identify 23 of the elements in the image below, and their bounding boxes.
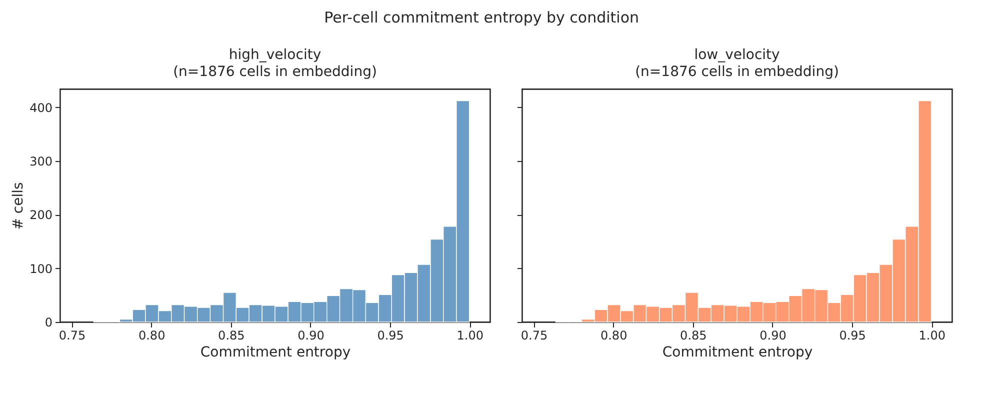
x-tick-label: 0.85 bbox=[680, 328, 707, 342]
y-tick-label: 0 bbox=[44, 316, 52, 330]
x-axis-title: Commitment entropy bbox=[200, 344, 351, 360]
x-tick-label: 0.85 bbox=[218, 328, 245, 342]
x-tick-label: 0.80 bbox=[138, 328, 166, 342]
x-tick-label: 0.95 bbox=[377, 328, 404, 342]
x-tick-label: 0.80 bbox=[600, 328, 628, 342]
x-tick-label: 0.75 bbox=[520, 328, 548, 342]
chart-title: low_velocity (n=1876 cells in embedding) bbox=[635, 47, 839, 80]
x-tick-label: 0.90 bbox=[760, 328, 786, 342]
x-tick-label: 1.00 bbox=[918, 328, 946, 342]
y-tick-label: 100 bbox=[30, 262, 52, 276]
y-tick-label: 200 bbox=[30, 208, 52, 222]
y-axis-title: # cells bbox=[10, 182, 27, 230]
x-axis-title: Commitment entropy bbox=[662, 344, 813, 360]
x-tick-label: 0.75 bbox=[58, 328, 86, 342]
x-tick-label: 1.00 bbox=[456, 328, 484, 342]
x-tick-label: 0.95 bbox=[839, 328, 866, 342]
x-tick-label: 0.90 bbox=[298, 328, 324, 342]
y-tick-label: 300 bbox=[30, 154, 52, 168]
y-tick-label: 400 bbox=[30, 100, 52, 115]
chart-title: high_velocity (n=1876 cells in embedding) bbox=[173, 47, 377, 80]
text: Per-cell commitment entropy by condition bbox=[324, 8, 640, 26]
